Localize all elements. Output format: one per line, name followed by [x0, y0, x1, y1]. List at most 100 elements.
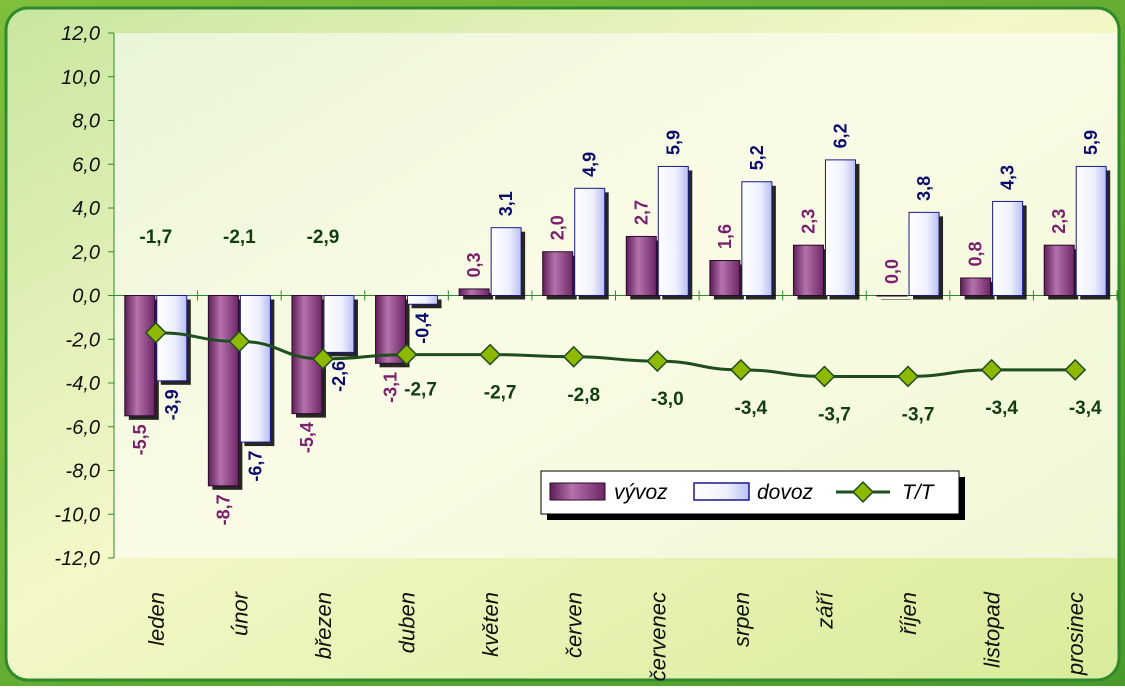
bar-vyvoz [625, 235, 657, 296]
bar-vyvoz [1043, 244, 1075, 296]
data-label-tt: -2,7 [484, 383, 517, 404]
legend-swatch-dovoz [693, 482, 750, 501]
bar-dovoz [657, 165, 689, 296]
y-tick-label: 0,0 [72, 286, 100, 308]
y-tick-label: -4,0 [66, 373, 100, 395]
tt-marker [479, 343, 502, 366]
x-tick-label: listopad [980, 591, 1005, 668]
bar-dovoz [490, 227, 522, 296]
y-tick-label: 2,0 [71, 242, 100, 264]
data-label-dovoz: -6,7 [245, 451, 265, 482]
y-tick-label: 4,0 [72, 198, 100, 220]
data-label-tt: -1,7 [139, 227, 172, 248]
labels-layer: -5,5 -3,9 -8,7 -6,7 -5,4 -2,6 -3,1 -0,4 0,3 3,1 2,… [130, 123, 1102, 525]
legend-swatch-vyvoz [549, 482, 606, 501]
tt-marker [395, 343, 418, 366]
bar-dovoz [574, 187, 606, 296]
bar-vyvoz [709, 260, 741, 296]
data-label-tt: -3,4 [985, 398, 1018, 419]
y-tick-label: -10,0 [54, 504, 100, 526]
x-tick-label: srpen [729, 592, 754, 647]
tt-marker [1064, 358, 1087, 381]
data-label-tt: -2,8 [567, 385, 600, 406]
data-label-dovoz: 6,2 [830, 123, 850, 148]
bar-vyvoz [960, 277, 992, 296]
x-tick-labels: leden únor březen duben květen červen červenec… [144, 590, 1088, 681]
bar-vyvoz [542, 251, 574, 296]
x-tick-label: září [812, 590, 837, 630]
data-label-dovoz: -0,4 [413, 313, 433, 344]
data-label-vyvoz: 0,0 [882, 259, 902, 284]
data-label-dovoz: 5,9 [663, 130, 683, 155]
tt-marker [813, 365, 836, 388]
axis-layer: 12,0 10,0 8,0 6,0 4,0 2,0 0,0 -2,0 -4,0 -6,0 -8,0 -… [54, 23, 1118, 570]
x-tick-label: červenec [645, 592, 670, 681]
data-label-tt: -3,7 [818, 404, 851, 425]
data-label-dovoz: -2,6 [329, 361, 349, 392]
bars-layer [124, 159, 1111, 490]
tt-marker [311, 347, 334, 370]
y-tick-label: -6,0 [66, 417, 100, 439]
legend: vývoz dovoz T/T [540, 470, 965, 520]
data-label-tt: -2,1 [223, 227, 256, 248]
bar-vyvoz-shadow [463, 292, 494, 300]
bar-vyvoz [124, 295, 156, 417]
data-label-vyvoz: 2,7 [631, 200, 651, 225]
x-tick-label: leden [144, 592, 169, 646]
data-label-vyvoz: 2,0 [548, 215, 568, 240]
y-tick-label: -2,0 [66, 329, 100, 351]
data-label-vyvoz: -5,5 [130, 424, 150, 455]
data-label-tt: -3,7 [902, 404, 935, 425]
legend-label-vyvoz: vývoz [614, 481, 668, 504]
bar-dovoz [1075, 165, 1107, 296]
legend-label-tt: T/T [902, 481, 936, 504]
x-tick-label: květen [478, 592, 503, 657]
bar-vyvoz [207, 295, 239, 487]
x-tick-label: únor [227, 590, 252, 636]
y-tick-label: 10,0 [61, 67, 100, 89]
bar-vyvoz [458, 288, 490, 296]
data-label-dovoz: -3,9 [162, 389, 182, 420]
x-tick-label: říjen [896, 592, 921, 635]
line-layer [144, 321, 1087, 388]
data-label-vyvoz: 2,3 [1049, 209, 1069, 234]
data-label-vyvoz: 0,3 [464, 252, 484, 277]
tt-marker [646, 350, 669, 373]
data-label-vyvoz: 0,8 [966, 241, 986, 266]
y-tick-label: -8,0 [66, 461, 100, 483]
tt-marker [228, 330, 251, 353]
data-label-tt: -2,7 [404, 380, 437, 401]
bar-dovoz [407, 295, 439, 305]
tt-marker [980, 358, 1003, 381]
x-tick-label: duben [395, 592, 420, 653]
y-tick-label: 12,0 [61, 23, 100, 45]
data-label-dovoz: 5,9 [1081, 130, 1101, 155]
tt-marker [897, 365, 920, 388]
bar-dovoz [156, 295, 188, 382]
tt-marker [144, 321, 167, 344]
bar-vyvoz-shadow [881, 299, 912, 300]
x-tick-label: červen [562, 592, 587, 658]
bar-dovoz [908, 211, 940, 296]
data-label-dovoz: 4,9 [580, 152, 600, 177]
bar-dovoz [323, 295, 355, 353]
data-label-vyvoz: -3,1 [381, 372, 401, 403]
data-label-vyvoz: 1,6 [715, 224, 735, 249]
data-label-tt: -2,9 [307, 227, 340, 248]
bar-vyvoz [792, 244, 824, 296]
tt-marker [562, 345, 585, 368]
data-label-vyvoz: 2,3 [798, 209, 818, 234]
data-label-dovoz: 5,2 [747, 145, 767, 170]
data-label-dovoz: 3,8 [914, 176, 934, 201]
bar-vyvoz [876, 295, 908, 297]
tt-marker [729, 358, 752, 381]
x-tick-label: březen [311, 592, 336, 659]
data-label-dovoz: 3,1 [496, 191, 516, 216]
bar-dovoz [992, 200, 1024, 296]
data-label-vyvoz: -8,7 [213, 494, 233, 525]
legend-label-dovoz: dovoz [757, 481, 814, 504]
y-tick-label: 6,0 [72, 154, 100, 176]
x-tick-label: prosinec [1063, 592, 1088, 676]
